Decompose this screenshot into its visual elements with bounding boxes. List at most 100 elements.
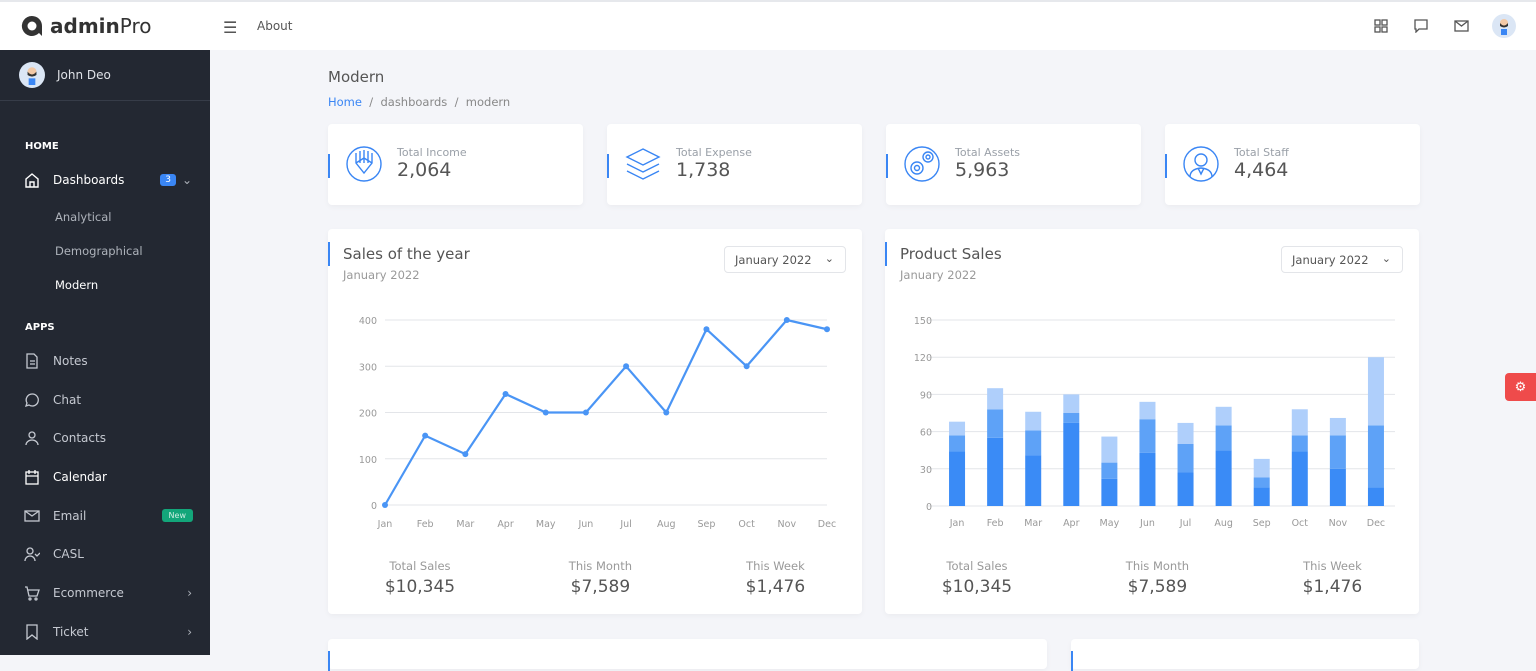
data-point xyxy=(703,326,710,333)
sidebar-item-ecommerce[interactable]: Ecommerce › xyxy=(0,574,210,613)
sidebar-sub-demographical[interactable]: Demographical xyxy=(55,243,143,258)
accent-bar xyxy=(1165,154,1167,178)
bar-segment xyxy=(1101,436,1118,463)
sidebar-item-casl[interactable]: CASL xyxy=(0,535,210,574)
x-tick-label: Sep xyxy=(698,519,716,530)
chat-icon[interactable] xyxy=(1412,17,1430,35)
bar-segment xyxy=(1139,452,1156,506)
bar-segment xyxy=(1101,478,1118,506)
x-tick-label: Mar xyxy=(1024,518,1042,529)
stat-value: 1,738 xyxy=(676,159,731,181)
x-tick-label: Feb xyxy=(987,518,1004,529)
sidebar-user[interactable]: John Deo xyxy=(0,50,210,101)
apps-icon[interactable] xyxy=(1372,17,1390,35)
month-select[interactable]: January 2022 ⌄ xyxy=(724,246,846,273)
sidebar-sub-analytical[interactable]: Analytical xyxy=(55,209,112,224)
home-icon xyxy=(24,172,40,189)
menu-toggle-icon[interactable]: ☰ xyxy=(223,18,238,37)
bar-segment xyxy=(1329,417,1346,436)
sidebar-sub-modern[interactable]: Modern xyxy=(55,277,99,292)
stat-value: 4,464 xyxy=(1234,159,1289,181)
bar-segment xyxy=(1177,422,1194,444)
x-tick-label: Nov xyxy=(1329,518,1348,529)
chevron-down-icon: ⌄ xyxy=(1381,252,1391,265)
x-tick-label: Nov xyxy=(778,519,797,530)
bar-segment xyxy=(987,409,1004,438)
bar-segment xyxy=(1063,422,1080,506)
summary-this-month: This Month $7,589 xyxy=(569,559,632,597)
bar-segment xyxy=(1329,435,1346,469)
breadcrumb-home[interactable]: Home xyxy=(328,95,362,109)
stat-label: Total Assets xyxy=(955,146,1020,159)
assets-icon xyxy=(904,146,940,182)
bar-segment xyxy=(1291,451,1308,506)
x-tick-label: Apr xyxy=(497,519,514,530)
sidebar-item-email[interactable]: Email New xyxy=(0,496,210,535)
new-badge: New xyxy=(161,509,193,523)
data-point xyxy=(422,432,429,439)
x-tick-label: Mar xyxy=(456,519,474,530)
section-apps: APPS xyxy=(25,321,55,333)
bar-segment xyxy=(1215,450,1232,506)
sidebar-item-calendar[interactable]: Calendar xyxy=(0,458,210,497)
summary-value: $1,476 xyxy=(1302,577,1363,597)
x-tick-label: Jul xyxy=(1179,518,1191,529)
stat-value: 5,963 xyxy=(955,159,1010,181)
stat-card-total-expense: Total Expense 1,738 xyxy=(607,124,862,205)
bookmark-icon xyxy=(24,624,40,640)
mail-icon[interactable] xyxy=(1452,17,1470,35)
x-tick-label: Oct xyxy=(738,519,755,530)
sidebar-item-contacts[interactable]: Contacts xyxy=(0,419,210,458)
settings-gear-icon[interactable]: ⚙ xyxy=(1505,373,1536,401)
data-point xyxy=(663,409,670,416)
x-tick-label: Aug xyxy=(1214,518,1233,529)
sidebar-item-dashboards[interactable]: Dashboards 3 ⌄ xyxy=(0,161,210,200)
month-select[interactable]: January 2022 ⌄ xyxy=(1281,246,1403,273)
bar-segment xyxy=(987,437,1004,506)
sidebar-item-chat[interactable]: Chat xyxy=(0,380,210,419)
summary-this-week: This Week $1,476 xyxy=(1303,559,1362,597)
logo[interactable]: adminPro xyxy=(20,14,151,38)
chevron-right-icon: › xyxy=(187,624,192,639)
sidebar-item-label: Email xyxy=(53,508,87,523)
header-avatar[interactable] xyxy=(1492,14,1516,38)
summary-label: This Month xyxy=(1125,559,1189,573)
section-home: HOME xyxy=(25,141,59,152)
x-tick-label: Jul xyxy=(619,519,631,530)
line-chart: 0 100 200 300 400 Jan Feb Mar Apr May Jun Jul Aug Sep… xyxy=(359,316,836,530)
x-tick-label: Oct xyxy=(1292,518,1309,529)
summary-this-month: This Month $7,589 xyxy=(1126,559,1189,597)
x-tick-label: Jan xyxy=(949,518,965,529)
about-link[interactable]: About xyxy=(257,19,293,33)
x-tick-label: Sep xyxy=(1253,518,1271,529)
sales-card: Sales of the year January 2022 January 2… xyxy=(328,229,862,614)
product-sales-card: Product Sales January 2022 January 2022 ⌄… xyxy=(885,229,1419,614)
sidebar-item-notes[interactable]: Notes xyxy=(0,342,210,381)
sidebar-item-label: Dashboards xyxy=(53,173,125,188)
accent-bar xyxy=(328,154,330,178)
sidebar: John Deo HOME Dashboards 3 ⌄ Analytical … xyxy=(0,50,210,655)
bar-segment xyxy=(1215,406,1232,426)
x-tick-label: Jun xyxy=(1139,518,1155,529)
sidebar-item-label: CASL xyxy=(53,547,84,562)
accent-bar xyxy=(328,242,330,266)
summary-label: This Week xyxy=(746,559,805,573)
stat-value: 2,064 xyxy=(397,159,452,181)
stacked-bar-chart: 0 30 60 90 120 150 Jan Feb Mar Apr May Jun Jul Aug Sep… xyxy=(914,316,1395,529)
summary-value: $7,589 xyxy=(1127,577,1188,597)
calendar-icon xyxy=(24,469,40,485)
bar-segment xyxy=(1177,444,1194,473)
series-line xyxy=(384,318,828,506)
bar-segment xyxy=(1063,413,1080,423)
chat-icon xyxy=(24,392,40,408)
data-point xyxy=(382,502,388,508)
bar-segment xyxy=(1291,435,1308,452)
accent-bar xyxy=(885,242,887,266)
stat-label: Total Staff xyxy=(1234,146,1289,159)
bar-segment xyxy=(1367,357,1384,426)
breadcrumb-dashboards[interactable]: dashboards xyxy=(380,95,448,109)
y-tick-label: 300 xyxy=(359,362,377,373)
brand-bold: admin xyxy=(50,14,120,38)
bar-segment xyxy=(1253,487,1270,506)
sidebar-item-ticket[interactable]: Ticket › xyxy=(0,613,210,652)
